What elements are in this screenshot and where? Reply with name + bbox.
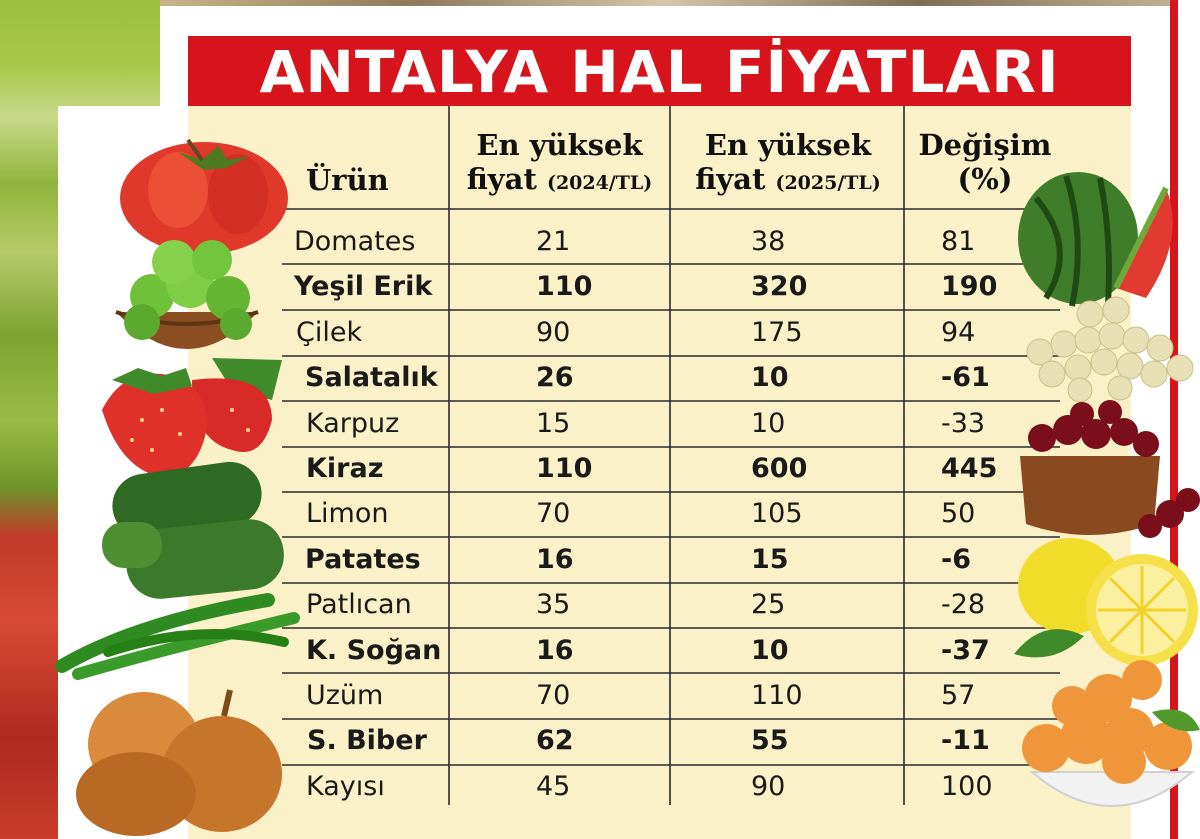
table-cell-product: Çilek (296, 316, 363, 348)
table-cell-p2024: 21 (536, 226, 571, 257)
header-price-2024-unit: (2024/TL) (546, 172, 653, 194)
onion-image (76, 689, 282, 836)
table-cell-p2025: 110 (751, 680, 803, 711)
header-price-2024-word: fiyat (466, 162, 537, 196)
cherry-bowl-image (1020, 400, 1200, 538)
table-cell-change: -37 (941, 634, 990, 666)
header-change-line2: (%) (957, 162, 1013, 196)
table-cell-change: 81 (941, 226, 976, 257)
table-cell-p2025: 600 (751, 453, 808, 484)
table-cell-p2025: 25 (751, 589, 786, 621)
table-cell-p2024: 35 (536, 589, 571, 621)
header-change-line1: Değişim (918, 128, 1052, 162)
table-cell-p2025: 10 (751, 362, 789, 394)
table-cell-p2024: 62 (536, 725, 574, 757)
table-cell-product: Domates (294, 226, 416, 257)
table-cell-product: Kayısı (306, 770, 385, 802)
red-border-line (1170, 0, 1178, 839)
table-cell-change: 100 (941, 770, 993, 802)
table-cell-p2024: 70 (536, 680, 571, 711)
table-cell-p2025: 15 (751, 543, 789, 575)
table-cell-product: Karpuz (306, 407, 400, 439)
header-price-2024: En yüksek fiyat (2024/TL) (452, 128, 667, 200)
header-change: Değişim (%) (905, 128, 1065, 196)
table-cell-p2025: 55 (751, 725, 789, 757)
page-title: ANTALYA HAL FİYATLARI (259, 38, 1060, 106)
top-photo-strip (160, 0, 1170, 6)
table-cell-p2025: 90 (751, 770, 786, 802)
title-bar (188, 36, 1131, 106)
table-cell-change: 190 (941, 271, 998, 303)
table-cell-change: -28 (941, 589, 986, 621)
table-cell-p2024: 110 (536, 271, 593, 303)
table-cell-p2025: 320 (751, 271, 808, 303)
header-price-2025-line2: fiyat (2025/TL) (673, 162, 903, 200)
table-cell-product: Patates (305, 543, 421, 575)
table-cell-p2025: 105 (751, 498, 803, 530)
table-cell-change: -6 (941, 543, 971, 575)
header-price-2024-line2: fiyat (2024/TL) (452, 162, 667, 200)
table-cell-change: 445 (941, 453, 998, 484)
table-cell-product: Kiraz (306, 453, 384, 484)
watermelon-image (1018, 172, 1173, 307)
grape-image (1026, 296, 1194, 403)
table-cell-change: 57 (941, 680, 976, 711)
price-table (188, 106, 1131, 839)
table-cell-product: Limon (306, 498, 389, 530)
header-price-2024-line1: En yüksek (476, 128, 643, 162)
tomato-image (120, 138, 288, 254)
table-cell-change: 94 (941, 316, 976, 348)
table-cell-change: 50 (941, 498, 976, 530)
table-cell-product: Yeşil Erik (294, 271, 433, 303)
table-cell-p2024: 90 (536, 316, 571, 348)
table-cell-product: K. Soğan (306, 634, 442, 666)
table-cell-p2025: 10 (751, 407, 786, 439)
header-price-2025-word: fiyat (695, 162, 766, 196)
table-cell-p2024: 26 (536, 362, 574, 394)
table-cell-p2025: 10 (751, 634, 789, 666)
lemon-image (1014, 538, 1198, 666)
table-cell-product: S. Biber (307, 725, 427, 757)
table-cell-change: -61 (941, 362, 990, 394)
header-price-2025-unit: (2025/TL) (775, 172, 881, 194)
table-cell-change: -33 (941, 407, 986, 439)
table-cell-p2024: 45 (536, 770, 571, 802)
table-cell-p2024: 70 (536, 498, 571, 530)
green-plum-bowl-image (115, 240, 259, 349)
strawberry-image (102, 358, 282, 478)
table-cell-p2024: 15 (536, 407, 571, 439)
table-cell-product: Patlıcan (306, 589, 412, 621)
apricot-bowl-image (1022, 660, 1200, 807)
table-cell-p2024: 110 (536, 453, 593, 484)
table-cell-p2025: 38 (751, 226, 786, 257)
table-cell-p2024: 16 (536, 543, 574, 575)
table-cell-p2025: 175 (751, 316, 803, 348)
header-price-2025: En yüksek fiyat (2025/TL) (673, 128, 903, 200)
table-cell-p2024: 16 (536, 634, 574, 666)
header-price-2025-line1: En yüksek (704, 128, 872, 162)
cucumber-image (102, 461, 284, 599)
table-cell-product: Uzüm (306, 680, 384, 711)
table-cell-change: -11 (941, 725, 990, 757)
header-product: Ürün (306, 163, 389, 197)
table-cell-product: Salatalık (305, 362, 438, 394)
green-pepper-image (55, 593, 300, 680)
